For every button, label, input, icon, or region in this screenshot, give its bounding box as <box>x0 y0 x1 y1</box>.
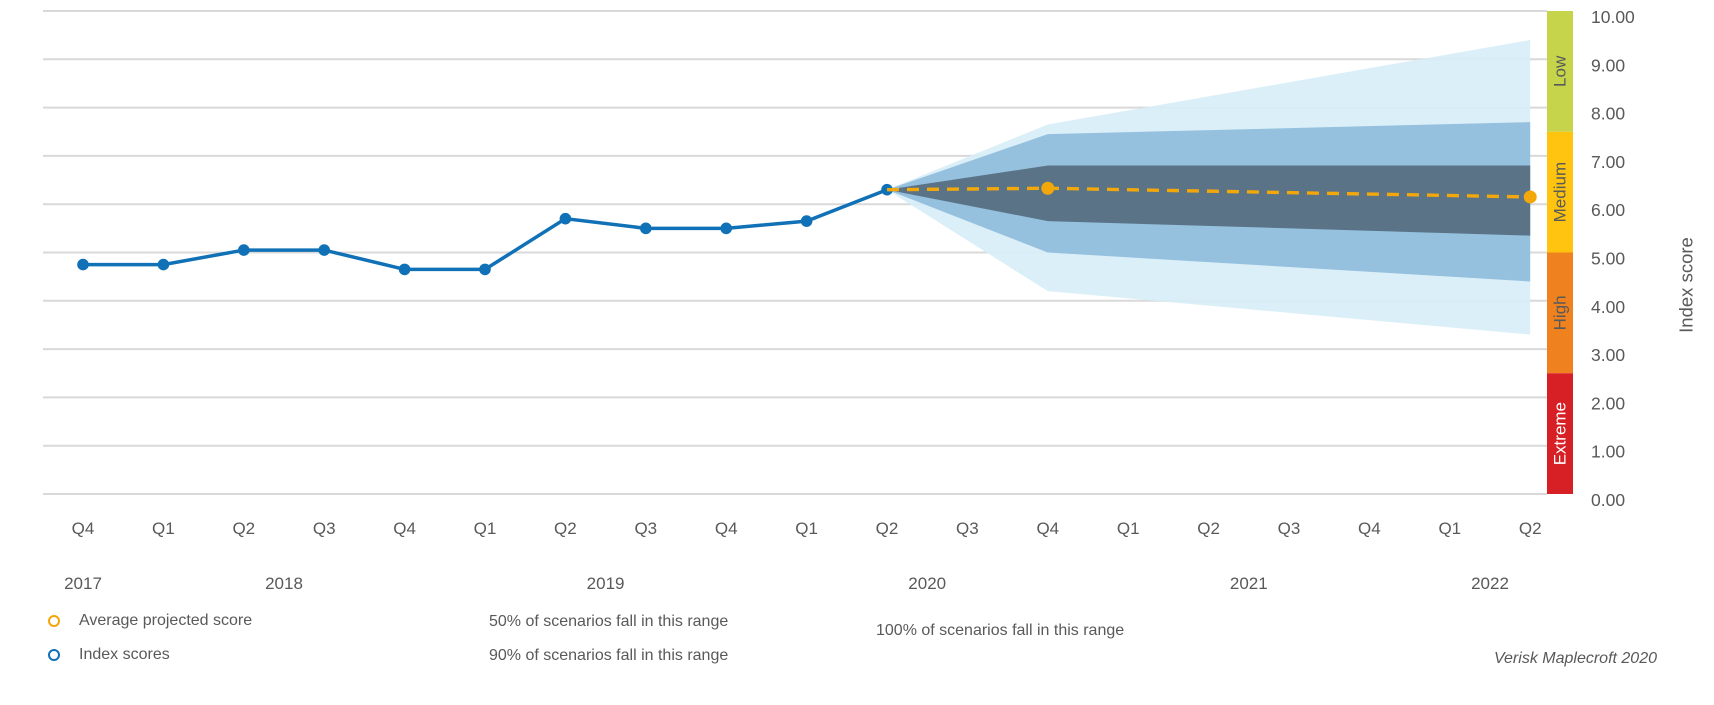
x-axis-quarter-label: Q4 <box>393 519 416 538</box>
index-score-point <box>318 244 331 256</box>
x-axis-quarter-label: Q4 <box>715 519 738 538</box>
x-axis-year-label: 2021 <box>1230 574 1268 593</box>
x-axis-quarter-label: Q2 <box>876 519 899 538</box>
x-axis-year-label: 2017 <box>64 574 102 593</box>
index-score-point <box>77 258 89 271</box>
x-axis-quarter-label: Q1 <box>1438 519 1461 538</box>
legend-label-90pct-range: 90% of scenarios fall in this range <box>489 647 729 664</box>
x-axis-quarter-label: Q3 <box>956 519 979 538</box>
source-attribution: Verisk Maplecroft 2020 <box>1493 650 1657 667</box>
x-axis-quarter-label: Q1 <box>474 519 497 538</box>
index-scores-line <box>83 188 888 272</box>
y-axis-tick-label: 5.00 <box>1591 249 1625 269</box>
index-score-point <box>800 215 813 227</box>
y-axis-title: Index score <box>1676 237 1697 333</box>
index-score-point <box>238 244 250 256</box>
y-axis-tick-label: 8.00 <box>1591 104 1625 124</box>
projected-score-marker-icon <box>48 615 60 627</box>
legend-item-index-scores: Index scores <box>48 647 170 663</box>
y-axis-tick-label: 2.00 <box>1591 393 1625 413</box>
projected-score-point <box>1041 181 1055 195</box>
x-axis-year-label: 2022 <box>1471 574 1509 593</box>
legend-item-average-projected-score: Average projected score <box>48 613 252 629</box>
risk-zone-label-extreme: Extreme <box>1551 402 1570 465</box>
legend-label-index-scores: Index scores <box>79 646 170 663</box>
x-axis-quarter-label: Q1 <box>795 519 818 538</box>
legend-label-50pct-range: 50% of scenarios fall in this range <box>489 613 729 630</box>
x-axis-quarter-label: Q3 <box>1278 519 1301 538</box>
y-axis-tick-label: 10.00 <box>1591 7 1635 27</box>
x-axis-year-label: 2018 <box>265 574 303 593</box>
index-score-point <box>720 222 732 235</box>
y-axis-tick-label: 1.00 <box>1591 442 1625 462</box>
x-axis-year-label: 2019 <box>587 574 625 593</box>
risk-zone-label-high: High <box>1551 295 1570 330</box>
index-score-point <box>640 222 652 235</box>
risk-zone-label-medium: Medium <box>1551 162 1570 222</box>
x-axis-quarter-label: Q4 <box>72 519 95 538</box>
risk-zone-label-low: Low <box>1551 55 1570 87</box>
risk-zone-high <box>1547 252 1573 374</box>
x-axis-quarter-label: Q1 <box>152 519 175 538</box>
x-axis-quarter-label: Q1 <box>1117 519 1140 538</box>
risk-zone-extreme <box>1547 373 1573 494</box>
y-axis-tick-label: 4.00 <box>1591 297 1625 317</box>
index-score-point <box>157 258 170 271</box>
y-axis-tick-label: 3.00 <box>1591 345 1625 365</box>
x-axis-quarter-label: Q3 <box>313 519 336 538</box>
y-axis-tick-label: 0.00 <box>1591 490 1625 510</box>
x-axis-quarter-label: Q4 <box>1358 519 1381 538</box>
risk-zone-low <box>1547 11 1573 132</box>
index-score-point <box>559 212 572 225</box>
projected-score-point <box>1523 190 1537 204</box>
y-axis-tick-label: 9.00 <box>1591 55 1625 75</box>
index-score-point <box>398 263 411 276</box>
legend-label-average-projected-score: Average projected score <box>79 612 253 629</box>
x-axis-quarter-label: Q3 <box>634 519 657 538</box>
index-score-point <box>479 263 491 276</box>
x-axis-year-label: 2020 <box>908 574 946 593</box>
x-axis-quarter-label: Q4 <box>1036 519 1059 538</box>
index-score-marker-icon <box>48 649 60 661</box>
x-axis-quarter-label: Q2 <box>554 519 577 538</box>
y-axis-tick-label: 6.00 <box>1591 200 1625 220</box>
x-axis-quarter-label: Q2 <box>1197 519 1220 538</box>
x-axis-quarter-label: Q2 <box>1519 519 1542 538</box>
legend-label-100pct-range: 100% of scenarios fall in this range <box>876 622 1125 639</box>
y-axis-tick-label: 7.00 <box>1591 152 1625 172</box>
risk-zone-medium <box>1547 131 1573 253</box>
x-axis-quarter-label: Q2 <box>232 519 255 538</box>
